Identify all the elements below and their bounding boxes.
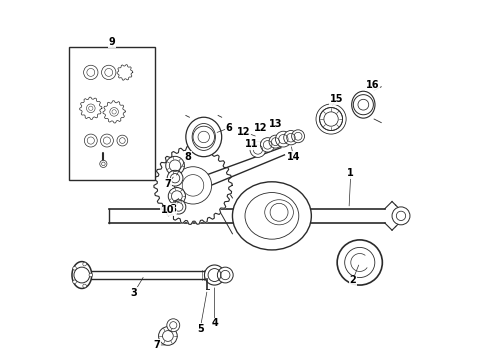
Circle shape: [174, 167, 212, 204]
Circle shape: [85, 103, 96, 114]
Circle shape: [159, 327, 177, 345]
Polygon shape: [117, 65, 133, 80]
Circle shape: [167, 170, 183, 186]
Circle shape: [87, 104, 95, 113]
Ellipse shape: [352, 91, 375, 118]
Text: 5: 5: [197, 324, 203, 334]
Circle shape: [292, 130, 304, 143]
Circle shape: [100, 160, 107, 167]
Circle shape: [353, 95, 373, 115]
Circle shape: [110, 108, 119, 116]
Circle shape: [204, 265, 224, 285]
Circle shape: [319, 108, 343, 131]
Ellipse shape: [232, 182, 311, 250]
Text: 1: 1: [347, 168, 354, 178]
Circle shape: [84, 134, 97, 147]
Text: 7: 7: [154, 340, 161, 350]
Circle shape: [109, 107, 120, 117]
FancyBboxPatch shape: [69, 47, 155, 180]
Circle shape: [169, 161, 218, 210]
Circle shape: [100, 134, 113, 147]
Circle shape: [83, 284, 86, 288]
Polygon shape: [103, 101, 125, 123]
Text: 16: 16: [366, 80, 379, 90]
Circle shape: [193, 126, 215, 148]
Circle shape: [392, 207, 410, 225]
Circle shape: [337, 240, 382, 285]
Text: 9: 9: [109, 37, 116, 47]
Text: 8: 8: [184, 152, 191, 162]
Circle shape: [269, 135, 282, 148]
Text: 14: 14: [287, 152, 300, 162]
Circle shape: [117, 135, 128, 146]
Text: 10: 10: [161, 206, 174, 216]
Ellipse shape: [72, 262, 92, 288]
Text: 11: 11: [245, 139, 259, 149]
Circle shape: [84, 65, 98, 80]
Text: 3: 3: [130, 288, 137, 298]
Circle shape: [73, 280, 76, 284]
Circle shape: [89, 273, 93, 277]
Text: 2: 2: [349, 275, 356, 285]
Circle shape: [284, 131, 298, 145]
Circle shape: [218, 267, 233, 283]
Text: 6: 6: [225, 123, 232, 133]
Circle shape: [122, 69, 128, 76]
Circle shape: [166, 156, 184, 175]
Circle shape: [73, 266, 76, 270]
Circle shape: [260, 138, 275, 152]
Text: 7: 7: [165, 179, 172, 189]
Polygon shape: [154, 147, 232, 224]
Text: 12: 12: [237, 127, 250, 136]
Circle shape: [167, 319, 180, 332]
Circle shape: [83, 262, 86, 266]
Text: 15: 15: [330, 94, 343, 104]
Circle shape: [275, 131, 291, 147]
Polygon shape: [80, 97, 102, 120]
Text: 4: 4: [211, 319, 218, 328]
Text: 12: 12: [254, 123, 268, 132]
Circle shape: [168, 188, 186, 205]
Text: 8: 8: [170, 204, 177, 214]
Ellipse shape: [186, 117, 221, 157]
Circle shape: [101, 65, 116, 80]
Circle shape: [316, 104, 346, 134]
Circle shape: [250, 141, 266, 157]
Circle shape: [172, 200, 186, 214]
Text: 13: 13: [269, 119, 282, 129]
